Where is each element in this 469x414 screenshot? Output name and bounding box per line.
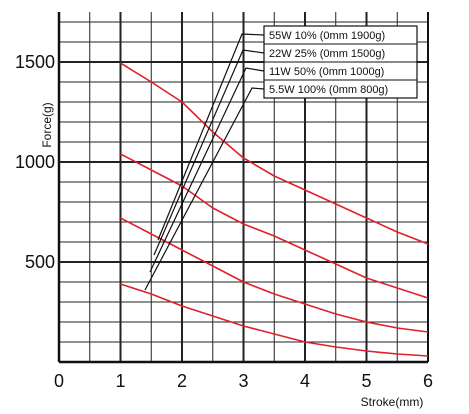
legend-leader-line: [153, 49, 265, 256]
legend-entry: 22W 25% (0mm 1500g): [269, 48, 385, 60]
x-tick-label: 3: [238, 371, 248, 391]
legend: 55W 10% (0mm 1900g) 22W 25% (0mm 1500g) 11…: [144, 25, 418, 291]
series-line-2: [120, 153, 429, 299]
y-axis-label: Force(g): [40, 102, 54, 147]
legend-leader-line: [144, 87, 265, 291]
series-line-4: [120, 283, 429, 357]
legend-entry: 55W 10% (0mm 1900g): [269, 30, 385, 42]
x-tick-label: 6: [423, 371, 433, 391]
x-tick-label: 2: [177, 371, 187, 391]
x-tick-label: 0: [54, 371, 64, 391]
legend-leader-line: [157, 33, 265, 241]
x-tick-label: 4: [300, 371, 310, 391]
legend-entry: 11W 50% (0mm 1000g): [269, 66, 384, 78]
series-lines: [120, 62, 429, 357]
legend-leader-line: [149, 67, 265, 273]
x-tick-label: 5: [361, 371, 371, 391]
series-line-1: [120, 62, 429, 245]
x-tick-label: 1: [115, 371, 125, 391]
legend-entry: 5.5W 100% (0mm 800g): [269, 84, 388, 96]
y-tick-label: 500: [25, 252, 55, 272]
x-axis-label: Stroke(mm): [361, 395, 424, 409]
y-tick-label: 1000: [15, 152, 55, 172]
tick-labels: 0 1 2 3 4 5 6 500 1000 1500: [15, 52, 433, 391]
y-tick-label: 1500: [15, 52, 55, 72]
series-line-3: [120, 217, 429, 333]
